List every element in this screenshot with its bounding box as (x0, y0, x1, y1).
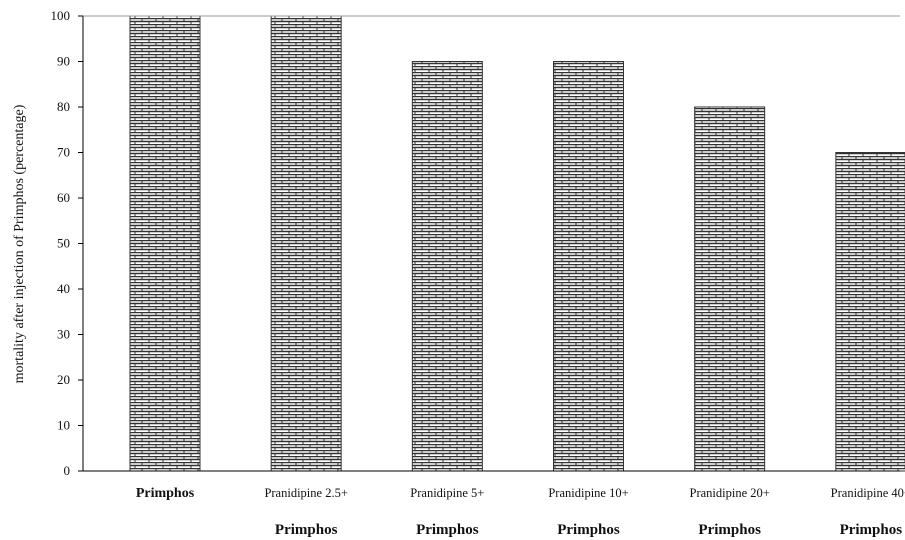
x-tick-label-line2: Primphos (840, 522, 903, 538)
x-tick-label: Pranidipine 2.5+ (264, 486, 347, 500)
y-tick-label: 50 (57, 236, 70, 251)
x-tick-label: Pranidipine 10+ (548, 486, 628, 500)
x-tick-label-line2: Primphos (416, 522, 479, 538)
bar (695, 107, 765, 471)
bar (130, 16, 200, 471)
y-tick-label: 90 (57, 54, 70, 69)
x-tick-label-line2: Primphos (557, 522, 620, 538)
x-tick-label: Primphos (136, 486, 195, 501)
y-tick-label: 10 (57, 418, 70, 433)
y-axis-label: mortality after injection of Primphos (p… (12, 104, 27, 383)
bars (130, 16, 905, 471)
y-tick-label: 80 (57, 99, 70, 114)
y-tick-label: 30 (57, 327, 70, 342)
x-tick-label: Pranidipine 20+ (690, 486, 770, 500)
y-tick-label: 40 (57, 281, 70, 296)
x-tick-label-line2: Primphos (698, 522, 761, 538)
y-tick-label: 0 (64, 463, 71, 478)
y-axis-ticks: 0 10 20 30 40 50 60 70 80 90 100 (51, 8, 84, 478)
bar (554, 62, 624, 472)
y-tick-label: 20 (57, 372, 70, 387)
x-axis-labels: Primphos Pranidipine 2.5+ Primphos Pranidip… (136, 486, 905, 538)
y-tick-label: 70 (57, 145, 70, 160)
bar (271, 16, 341, 471)
x-tick-label-line2: Primphos (275, 522, 338, 538)
bar (412, 62, 482, 472)
y-tick-label: 100 (51, 8, 71, 23)
y-tick-label: 60 (57, 190, 70, 205)
x-tick-label: Pranidipine 40+ (831, 486, 905, 500)
bar (836, 153, 905, 472)
x-tick-label: Pranidipine 5+ (410, 486, 484, 500)
